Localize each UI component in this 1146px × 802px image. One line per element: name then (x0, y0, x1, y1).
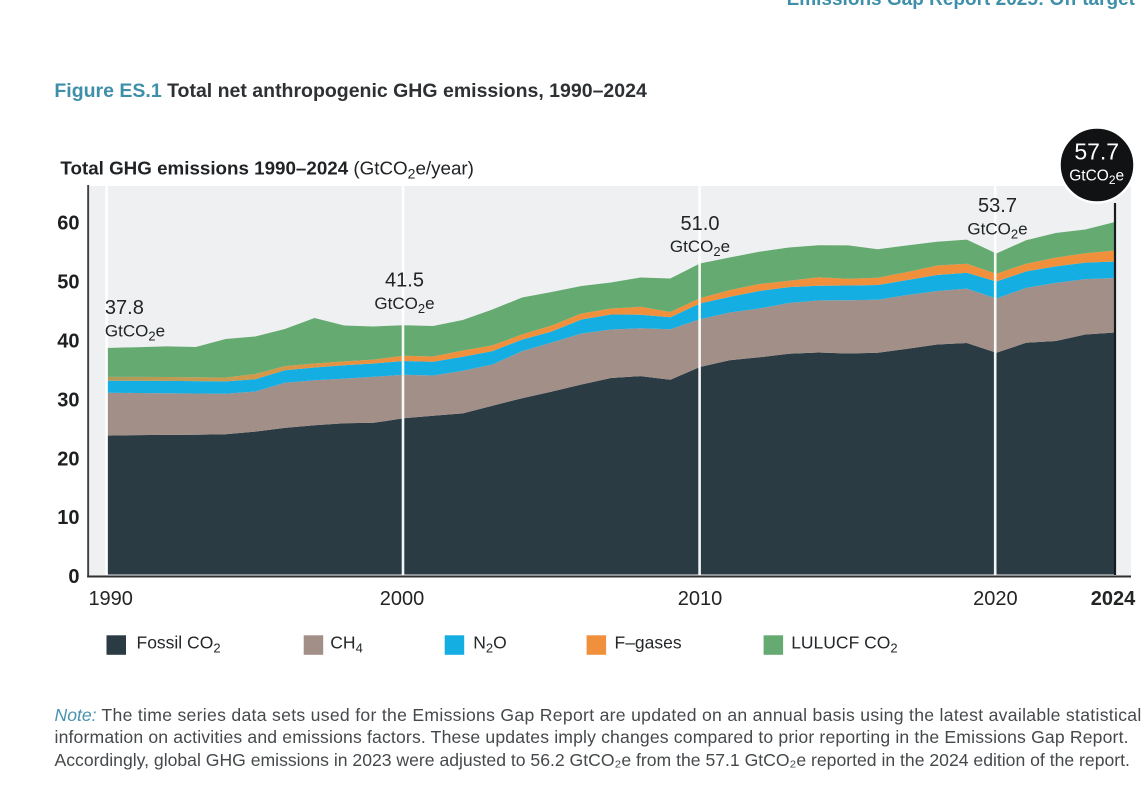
svg-text:2024: 2024 (1091, 588, 1136, 610)
svg-text:37.8: 37.8 (105, 297, 144, 319)
svg-text:30: 30 (57, 389, 79, 411)
svg-text:40: 40 (57, 331, 79, 353)
svg-text:LULUCF CO2: LULUCF CO2 (791, 633, 897, 656)
svg-text:2000: 2000 (380, 588, 425, 610)
svg-text:2010: 2010 (678, 588, 723, 610)
svg-text:Fossil CO2: Fossil CO2 (137, 633, 221, 656)
svg-text:GtCO2e: GtCO2e (105, 321, 165, 343)
svg-text:51.0: 51.0 (681, 213, 720, 235)
svg-text:50: 50 (57, 272, 79, 294)
svg-text:53.7: 53.7 (978, 195, 1017, 217)
svg-text:41.5: 41.5 (385, 270, 424, 292)
svg-text:57.7: 57.7 (1074, 139, 1119, 165)
svg-text:10: 10 (57, 507, 79, 529)
svg-text:Total GHG emissions 1990–2024: Total GHG emissions 1990–2024 (GtCO2e/ye… (60, 158, 474, 182)
svg-text:GtCO2e: GtCO2e (1069, 168, 1124, 188)
svg-text:0: 0 (68, 566, 79, 588)
svg-text:60: 60 (57, 213, 79, 235)
svg-text:2020: 2020 (973, 588, 1018, 610)
svg-text:1990: 1990 (88, 588, 133, 610)
svg-text:CH4: CH4 (330, 633, 363, 656)
svg-text:GtCO2e: GtCO2e (374, 294, 434, 316)
svg-text:GtCO2e: GtCO2e (967, 219, 1027, 241)
svg-text:F–gases: F–gases (615, 633, 682, 653)
svg-text:GtCO2e: GtCO2e (670, 237, 730, 259)
svg-text:20: 20 (57, 448, 79, 470)
svg-text:N2O: N2O (473, 633, 507, 656)
